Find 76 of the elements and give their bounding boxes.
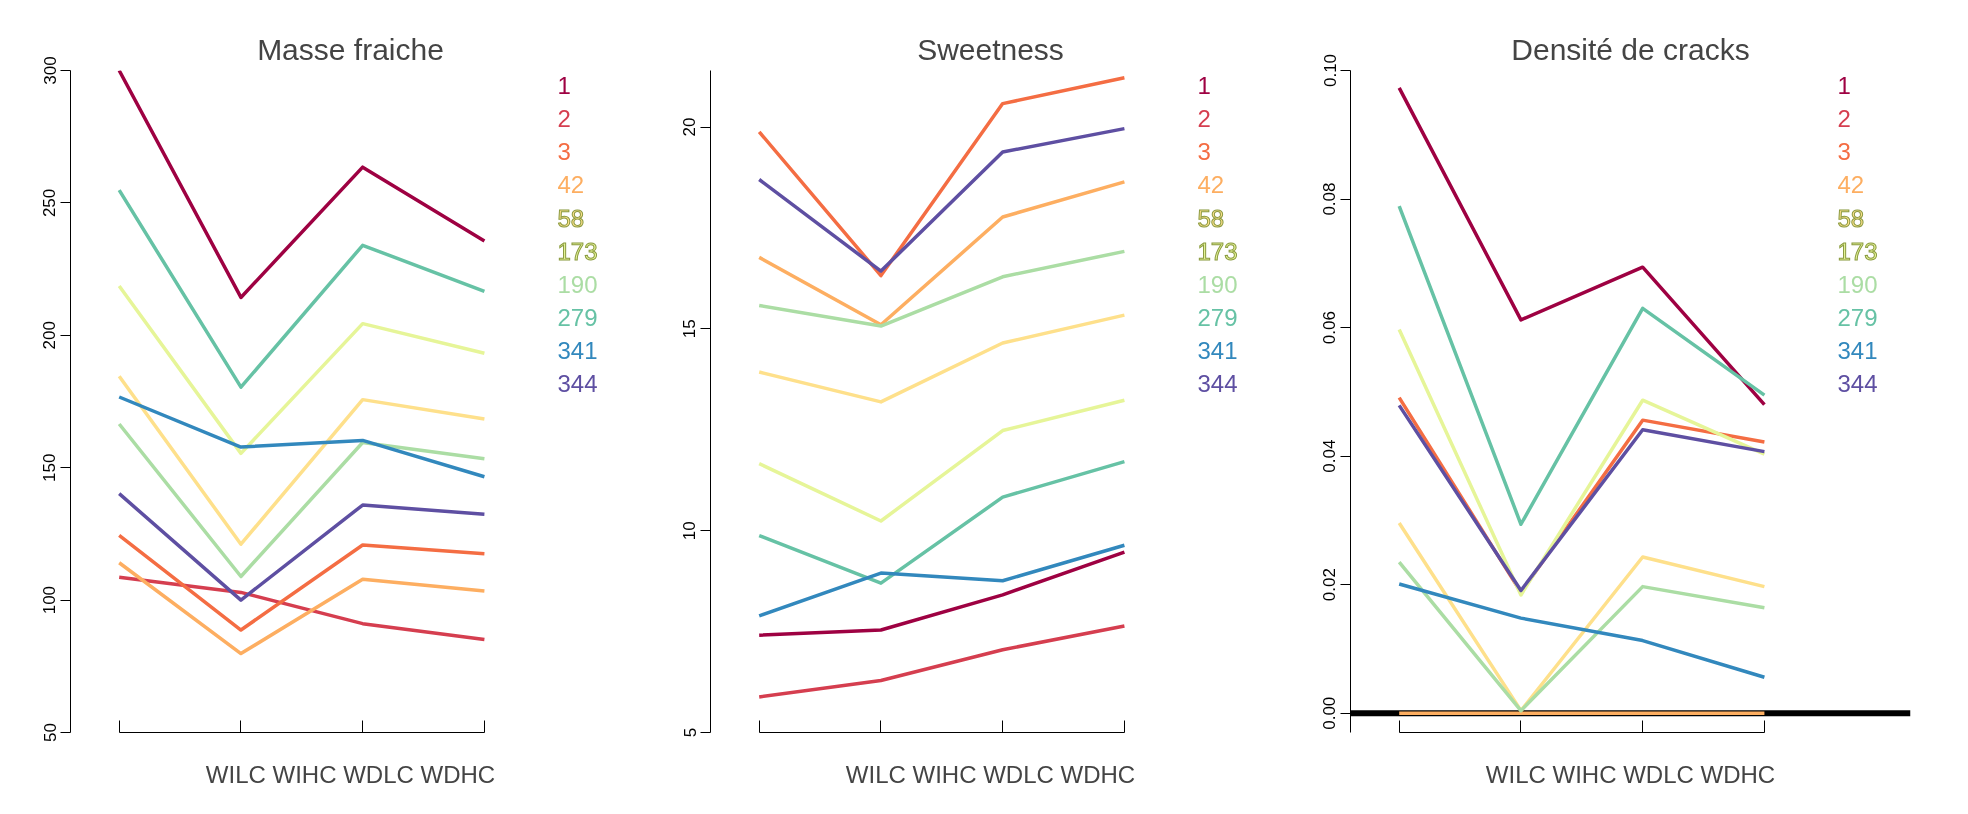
y-tick-label: 300 [40, 56, 60, 85]
text: 2 [1197, 105, 1211, 133]
text: 341 [1197, 336, 1238, 364]
text: 173 [1197, 237, 1238, 265]
y-tick-label: 15 [680, 319, 700, 339]
line-series [117, 284, 487, 456]
line-series [1397, 86, 1767, 407]
y-tick-label: 0.10 [1320, 53, 1340, 88]
text: 344 [1837, 370, 1878, 398]
text: 344 [557, 370, 598, 398]
text: 190 [557, 270, 598, 298]
y-tick-label: 200 [40, 321, 60, 350]
line-series [117, 491, 487, 602]
text: 1 [1837, 72, 1851, 100]
text: 190 [1837, 270, 1878, 298]
line-series [1397, 560, 1767, 713]
line-series [757, 459, 1127, 585]
text: 341 [1837, 336, 1878, 364]
y-tick-label: 5 [680, 727, 700, 738]
line-series [117, 70, 487, 300]
y-tick-label: 250 [40, 188, 60, 218]
text: 279 [557, 303, 598, 331]
text: 2 [557, 105, 571, 133]
text: 173 [557, 237, 598, 265]
line-series [117, 374, 487, 546]
line-series [757, 313, 1127, 404]
text: 42 [1197, 171, 1225, 199]
text: 1 [1197, 72, 1211, 100]
text: 58 [1197, 204, 1225, 232]
line-series [757, 550, 1127, 637]
text: 42 [1837, 171, 1865, 199]
line-series [757, 624, 1127, 699]
line-series [117, 188, 487, 389]
x-axis-title: WILC WIHC WDLC WDHC [845, 760, 1136, 788]
line-series [757, 126, 1127, 273]
x-axis-title: WILC WIHC WDLC WDHC [205, 760, 496, 788]
text: 58 [1837, 204, 1865, 232]
text: 1 [557, 72, 571, 100]
legend-label: 2 [1837, 105, 1851, 133]
chart-title: Masse fraiche [257, 32, 444, 66]
line-series [117, 422, 487, 579]
line-series [1397, 582, 1767, 679]
line-series [757, 249, 1127, 328]
line-series [117, 395, 487, 479]
y-tick-label: 0.02 [1320, 568, 1340, 602]
text: 279 [1197, 303, 1238, 331]
y-tick-label: 0.04 [1320, 439, 1340, 473]
text: 341 [557, 336, 598, 364]
y-tick-label: 20 [680, 117, 700, 137]
text: 3 [1837, 138, 1851, 166]
y-tick-label: 0.06 [1320, 311, 1340, 345]
line-series [757, 76, 1127, 278]
text: 3 [557, 138, 571, 166]
text: 3 [1197, 138, 1211, 166]
line-series [117, 575, 487, 642]
text: 173 [1837, 237, 1878, 265]
text: 344 [1197, 370, 1238, 398]
line-series [757, 398, 1127, 523]
line-series [757, 180, 1127, 327]
text: 190 [1197, 270, 1238, 298]
line-series [117, 533, 487, 632]
chart-title: Densité de cracks [1511, 32, 1750, 66]
line-series [757, 543, 1127, 618]
y-tick-label: 150 [40, 453, 60, 482]
y-tick-label: 0.00 [1320, 696, 1340, 730]
chart-title: Sweetness [917, 32, 1064, 66]
line-series [1397, 204, 1767, 527]
line-series [117, 561, 487, 656]
x-axis-title: WILC WIHC WDLC WDHC [1485, 760, 1776, 788]
text: 58 [557, 204, 585, 232]
y-tick-label: 100 [40, 585, 60, 615]
y-tick-label: 10 [680, 521, 700, 541]
y-tick-label: 50 [40, 723, 60, 742]
y-tick-label: 0.08 [1320, 182, 1340, 216]
text: 42 [557, 171, 585, 199]
text: 279 [1837, 303, 1878, 331]
